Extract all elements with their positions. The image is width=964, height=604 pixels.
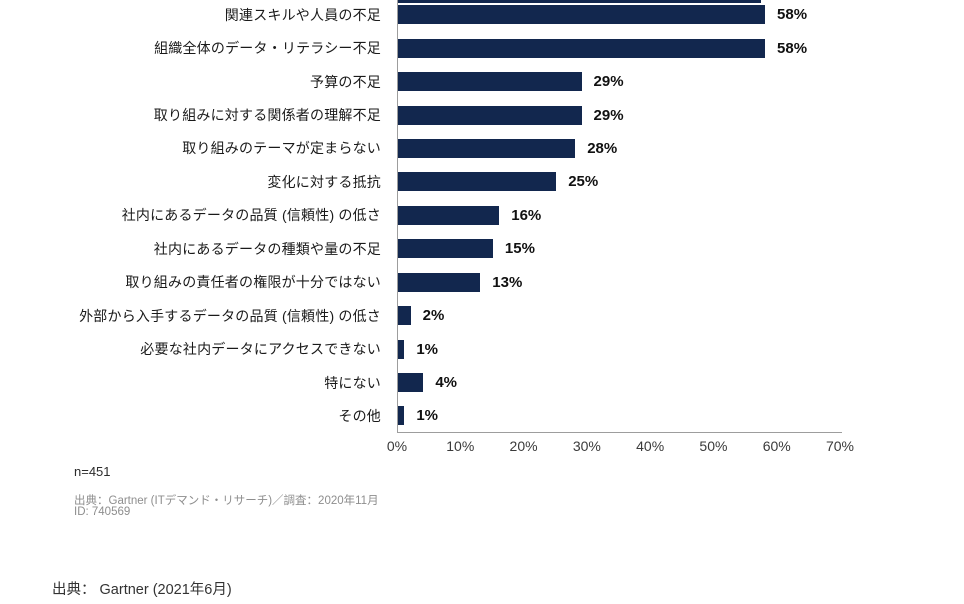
x-tick-label: 50% bbox=[699, 438, 728, 454]
cropped-bar-remnant bbox=[398, 0, 761, 3]
category-label: 社内にあるデータの品質 (信頼性) の低さ bbox=[121, 207, 381, 224]
bar-track: 13% bbox=[398, 272, 841, 292]
bar bbox=[398, 339, 405, 359]
value-label: 1% bbox=[416, 340, 439, 358]
bar-track: 15% bbox=[398, 239, 841, 259]
bar-track: 58% bbox=[398, 5, 841, 25]
value-label: 4% bbox=[435, 374, 457, 392]
x-axis bbox=[397, 432, 842, 433]
x-tick-label: 70% bbox=[825, 438, 855, 454]
value-label: 58% bbox=[777, 6, 808, 24]
bar bbox=[398, 172, 557, 192]
chart-row: 社内にあるデータの種類や量の不足 15% bbox=[0, 232, 880, 265]
x-tick-label: 20% bbox=[509, 438, 538, 454]
chart-row: 関連スキルや人員の不足 58% bbox=[0, 0, 880, 31]
category-label: その他 bbox=[338, 407, 381, 424]
bar-track: 25% bbox=[398, 172, 841, 192]
value-label: 28% bbox=[587, 139, 618, 157]
y-axis bbox=[397, 0, 398, 433]
bar bbox=[398, 5, 766, 25]
bar bbox=[398, 72, 582, 92]
bar bbox=[398, 373, 424, 393]
bar-track: 1% bbox=[398, 406, 841, 426]
category-label: 必要な社内データにアクセスできない bbox=[140, 341, 381, 358]
bar-track: 2% bbox=[398, 306, 841, 326]
value-label: 25% bbox=[568, 173, 599, 191]
x-tick-label: 30% bbox=[572, 438, 601, 454]
category-label: 社内にあるデータの種類や量の不足 bbox=[153, 240, 381, 257]
x-tick-label: 60% bbox=[762, 438, 791, 454]
chart-row: 必要な社内データにアクセスできない 1% bbox=[0, 332, 880, 365]
chart-row: 外部から入手するデータの品質 (信頼性) の低さ 2% bbox=[0, 299, 880, 332]
x-tick-label: 0% bbox=[386, 438, 408, 454]
category-label: 組織全体のデータ・リテラシー不足 bbox=[154, 40, 381, 57]
page-source-caption: 出典： Gartner (2021年6月) bbox=[52, 582, 232, 598]
chart-source-note: 出典：Gartner (ITデマンド・リサーチ)／調査：2020年11月 bbox=[74, 495, 379, 507]
bar-track: 28% bbox=[398, 138, 841, 158]
bar bbox=[398, 205, 500, 225]
chart-row: 組織全体のデータ・リテラシー不足 58% bbox=[0, 31, 880, 64]
value-label: 13% bbox=[492, 273, 523, 291]
value-label: 15% bbox=[504, 240, 535, 258]
bar-track: 29% bbox=[398, 105, 841, 125]
value-label: 1% bbox=[416, 407, 439, 425]
chart-row: 社内にあるデータの品質 (信頼性) の低さ 16% bbox=[0, 199, 880, 232]
chart-row: 取り組みのテーマが定まらない 28% bbox=[0, 132, 880, 165]
value-label: 29% bbox=[593, 106, 624, 124]
category-label: 変化に対する抵抗 bbox=[267, 173, 381, 190]
bar bbox=[398, 38, 766, 58]
bar-track: 29% bbox=[398, 72, 841, 92]
bar-chart: 関連スキルや人員の不足 58% 組織全体のデータ・リテラシー不足 58% 予算の不足 29… bbox=[0, 0, 880, 456]
bar-track: 58% bbox=[398, 38, 841, 58]
category-label: 取り組みの責任者の権限が十分ではない bbox=[125, 274, 381, 291]
chart-id-note: ID: 740569 bbox=[74, 506, 131, 518]
bar bbox=[398, 406, 405, 426]
x-axis-ticks: 0% 10% 20% 30% 40% 50% 60% 70% bbox=[0, 438, 880, 456]
value-label: 16% bbox=[511, 206, 542, 224]
value-label: 58% bbox=[777, 39, 808, 57]
chart-row: その他 1% bbox=[0, 399, 880, 432]
value-label: 2% bbox=[422, 307, 445, 325]
chart-row: 取り組みに対する関係者の理解不足 29% bbox=[0, 98, 880, 131]
category-label: 関連スキルや人員の不足 bbox=[224, 6, 381, 23]
chart-rows: 関連スキルや人員の不足 58% 組織全体のデータ・リテラシー不足 58% 予算の不足 29… bbox=[0, 0, 880, 432]
chart-row: 変化に対する抵抗 25% bbox=[0, 165, 880, 198]
sample-size-label: n=451 bbox=[74, 464, 111, 479]
bar bbox=[398, 306, 411, 326]
category-label: 予算の不足 bbox=[310, 73, 381, 90]
x-tick-label: 10% bbox=[446, 438, 475, 454]
bar-track: 1% bbox=[398, 339, 841, 359]
chart-row: 予算の不足 29% bbox=[0, 65, 880, 98]
value-label: 29% bbox=[593, 73, 624, 91]
category-label: 特にない bbox=[324, 374, 381, 391]
bar bbox=[398, 138, 576, 158]
category-label: 取り組みに対する関係者の理解不足 bbox=[153, 107, 381, 124]
category-label: 外部から入手するデータの品質 (信頼性) の低さ bbox=[79, 307, 381, 324]
bar bbox=[398, 239, 493, 259]
x-tick-label: 40% bbox=[636, 438, 665, 454]
bar-track: 16% bbox=[398, 205, 841, 225]
chart-row: 特にない 4% bbox=[0, 366, 880, 399]
bar bbox=[398, 272, 481, 292]
bar-track: 4% bbox=[398, 373, 841, 393]
chart-row: 取り組みの責任者の権限が十分ではない 13% bbox=[0, 266, 880, 299]
bar bbox=[398, 105, 582, 125]
category-label: 取り組みのテーマが定まらない bbox=[182, 140, 381, 157]
